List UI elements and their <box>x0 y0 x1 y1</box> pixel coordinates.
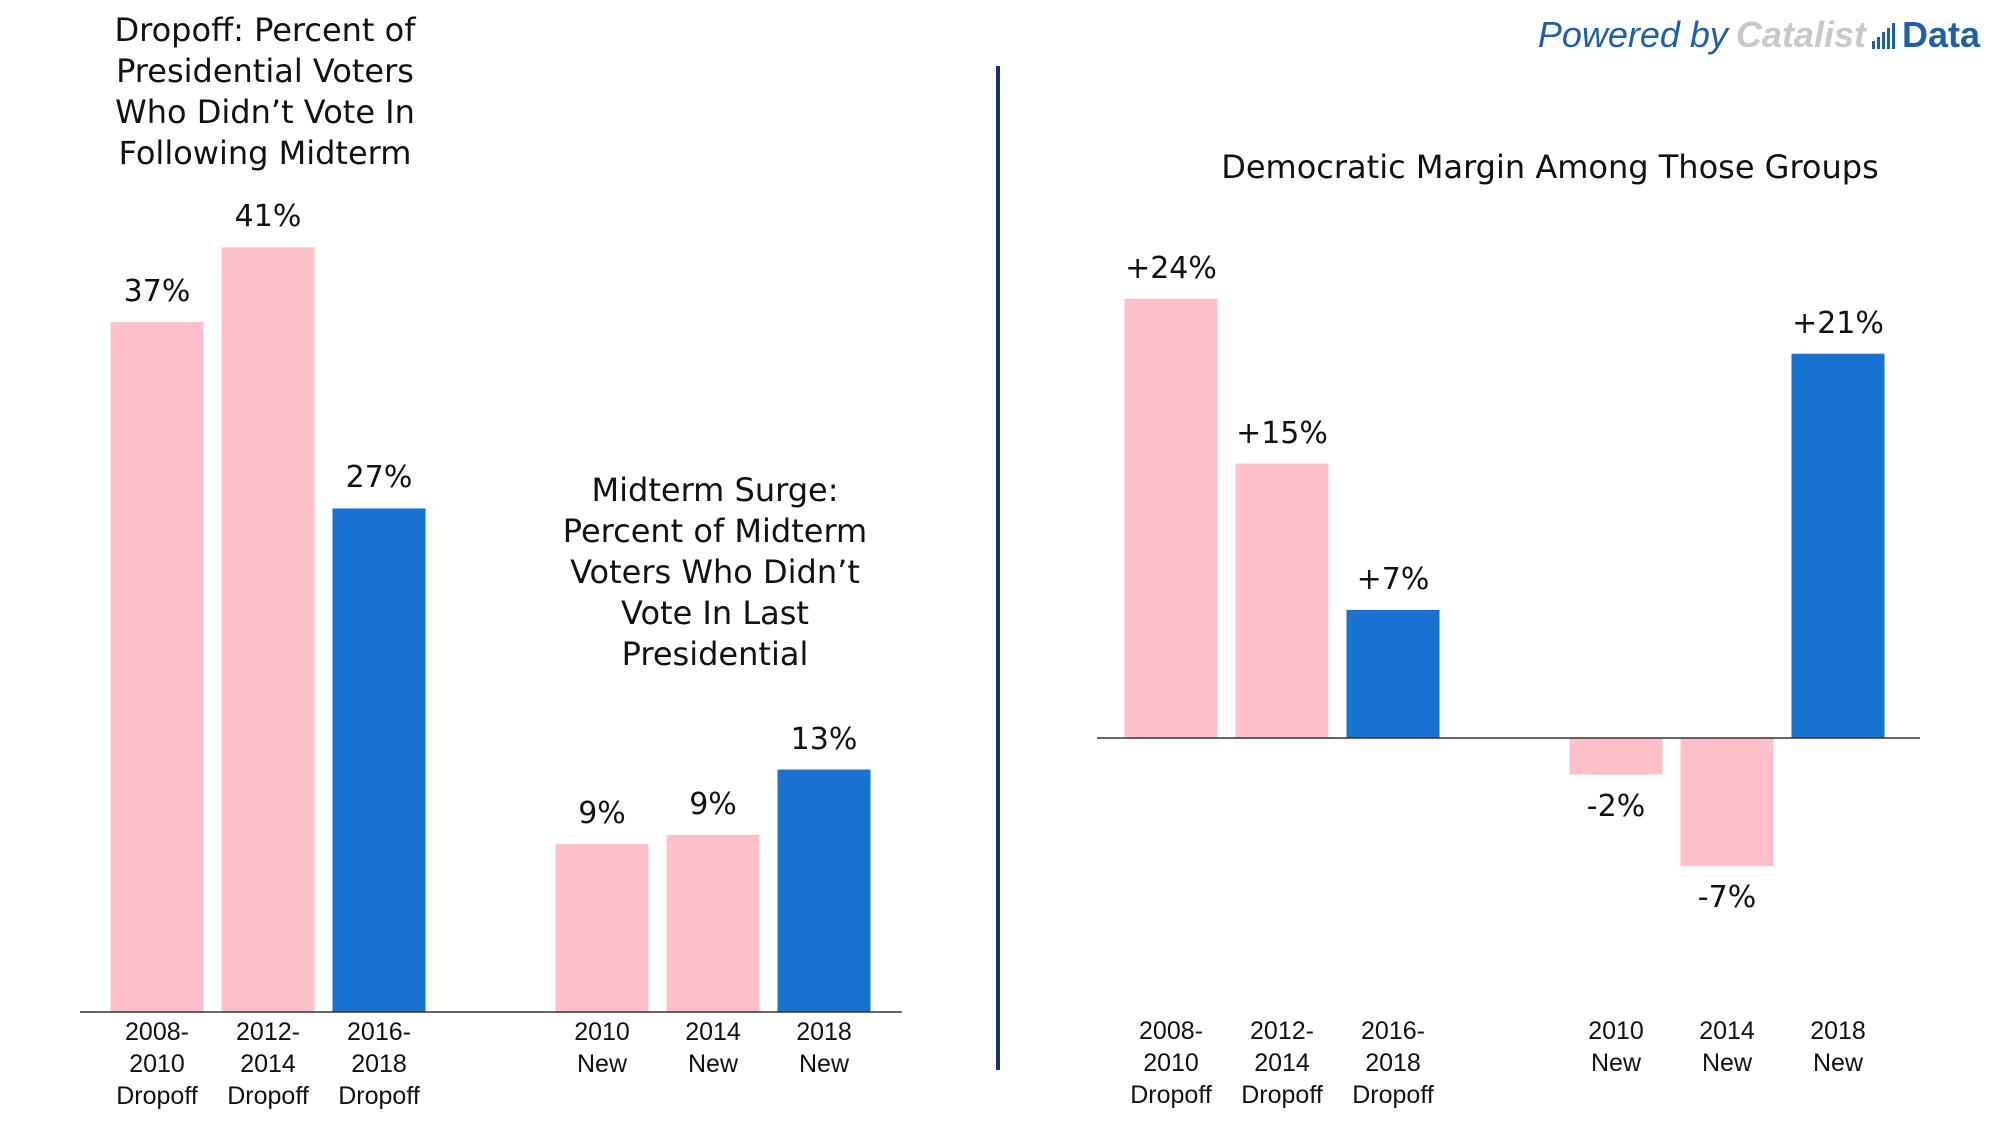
margin-bar-1 <box>1124 298 1218 738</box>
bars-layer <box>110 247 1885 1013</box>
surge-chart-title: Midterm Surge: Percent of Midterm Voters… <box>562 471 868 673</box>
surge-value-label-1: 9% <box>578 796 626 832</box>
dropoff-value-label-1: 37% <box>123 273 191 309</box>
surge-tick-label-3: 2018 New <box>796 1018 852 1078</box>
surge-bar-3 <box>777 769 871 1012</box>
dropoff-chart-title: Dropoff: Percent of Presidential Voters … <box>114 11 416 172</box>
margin-value-label-2: +15% <box>1236 415 1328 451</box>
surge-bar-1 <box>555 844 649 1012</box>
dropoff-bar-3 <box>332 508 426 1012</box>
margin-chart-title: Democratic Margin Among Those Groups <box>1221 148 1879 186</box>
surge-tick-label-1: 2010 New <box>574 1018 630 1078</box>
dropoff-tick-label-1: 2008- 2010 Dropoff <box>116 1018 198 1110</box>
powered-by-text: Powered by <box>1537 14 1728 55</box>
bar-chart-icon <box>1871 23 1895 49</box>
margin-value-label-1: +24% <box>1125 250 1217 286</box>
margin-tick-label-6: 2018 New <box>1810 1017 1866 1077</box>
margin-tick-label-2: 2012- 2014 Dropoff <box>1241 1017 1323 1109</box>
surge-tick-label-2: 2014 New <box>685 1018 741 1078</box>
margin-bar-2 <box>1235 463 1329 738</box>
dropoff-bar-2 <box>221 247 315 1013</box>
surge-value-label-2: 9% <box>689 786 737 822</box>
margin-tick-label-3: 2016- 2018 Dropoff <box>1352 1017 1434 1109</box>
margin-value-label-6: +21% <box>1792 305 1884 341</box>
margin-value-label-5: -7% <box>1697 880 1757 916</box>
catalist-wordmark: Catalist <box>1735 14 1866 55</box>
margin-bar-4 <box>1569 738 1663 775</box>
margin-bar-6 <box>1791 353 1885 738</box>
margin-bar-5 <box>1680 738 1774 867</box>
surge-value-label-3: 13% <box>790 721 858 757</box>
margin-bar-3 <box>1346 609 1440 738</box>
surge-bar-2 <box>666 834 760 1012</box>
dropoff-value-label-2: 41% <box>234 199 302 235</box>
margin-tick-label-5: 2014 New <box>1699 1017 1755 1077</box>
data-wordmark: Data <box>1901 14 1980 55</box>
margin-tick-label-4: 2010 New <box>1588 1017 1644 1077</box>
dropoff-value-label-3: 27% <box>345 460 413 496</box>
dropoff-tick-label-2: 2012- 2014 Dropoff <box>227 1018 309 1110</box>
margin-value-label-4: -2% <box>1586 788 1646 824</box>
dropoff-bar-1 <box>110 321 204 1012</box>
margin-tick-label-1: 2008- 2010 Dropoff <box>1130 1017 1212 1109</box>
powered-by-catalist-logo: Powered by Catalist Data <box>1538 12 1980 58</box>
dropoff-tick-label-3: 2016- 2018 Dropoff <box>338 1018 420 1110</box>
margin-value-label-3: +7% <box>1356 561 1430 597</box>
